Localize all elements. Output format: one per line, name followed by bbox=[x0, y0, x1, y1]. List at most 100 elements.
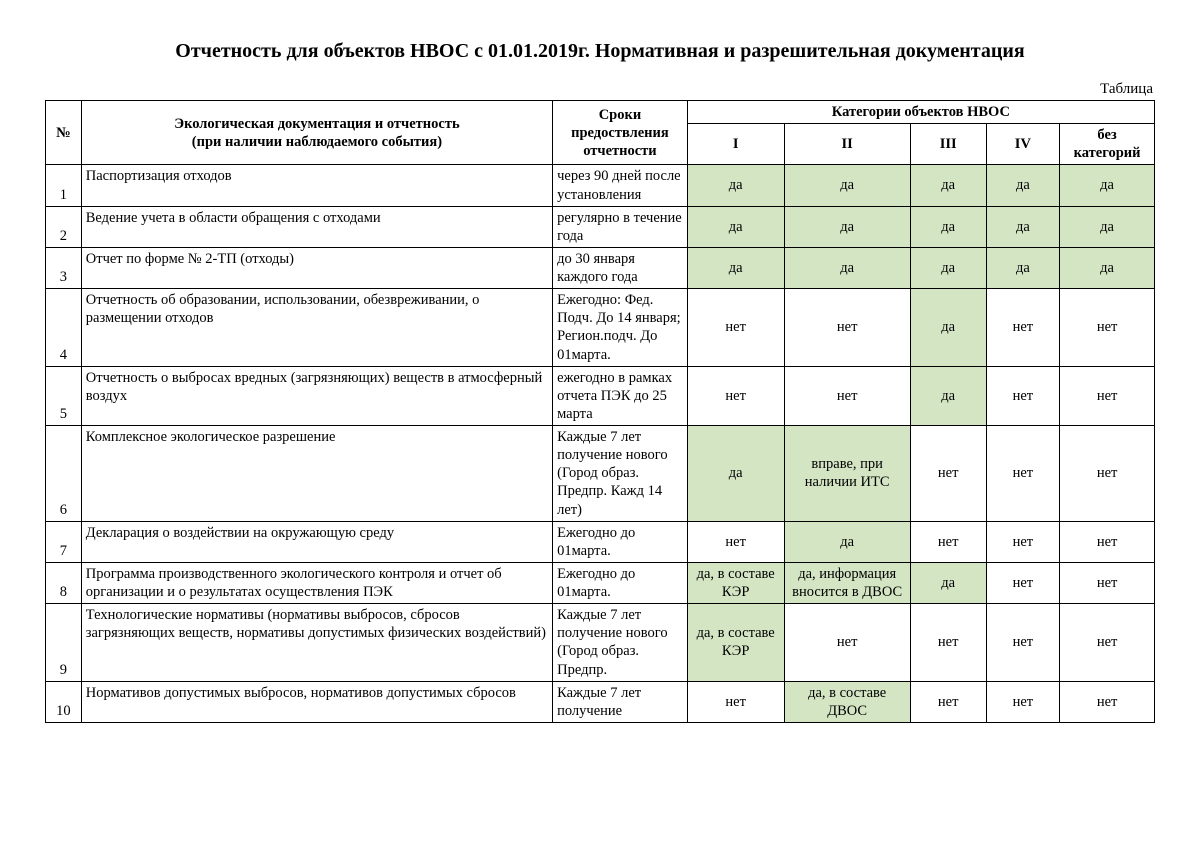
row-number: 4 bbox=[46, 289, 82, 367]
col-header-number: № bbox=[46, 101, 82, 165]
row-number: 3 bbox=[46, 247, 82, 288]
row-number: 2 bbox=[46, 206, 82, 247]
row-deadline: Каждые 7 лет получение нового (Город обр… bbox=[553, 426, 688, 522]
row-deadline: ежегодно в рамках отчета ПЭК до 25 марта bbox=[553, 366, 688, 425]
category-cell: нет bbox=[784, 604, 910, 682]
category-cell: нет bbox=[910, 604, 986, 682]
category-cell: нет bbox=[1060, 521, 1155, 562]
row-description: Ведение учета в области обращения с отхо… bbox=[81, 206, 552, 247]
row-deadline: Ежегодно до 01марта. bbox=[553, 521, 688, 562]
category-cell: нет bbox=[986, 562, 1060, 603]
row-number: 9 bbox=[46, 604, 82, 682]
category-cell: да bbox=[986, 247, 1060, 288]
category-cell: да bbox=[1060, 206, 1155, 247]
row-number: 8 bbox=[46, 562, 82, 603]
row-description: Отчетность о выбросах вредных (загрязняю… bbox=[81, 366, 552, 425]
category-cell: нет bbox=[910, 681, 986, 722]
row-deadline: до 30 января каждого года bbox=[553, 247, 688, 288]
row-number: 6 bbox=[46, 426, 82, 522]
table-row: 9Технологические нормативы (нормативы вы… bbox=[46, 604, 1155, 682]
row-description: Программа производственного экологическо… bbox=[81, 562, 552, 603]
category-cell: нет bbox=[1060, 604, 1155, 682]
report-table: № Экологическая документация и отчетност… bbox=[45, 100, 1155, 723]
category-cell: нет bbox=[1060, 562, 1155, 603]
category-cell: да bbox=[910, 165, 986, 206]
category-cell: да bbox=[910, 206, 986, 247]
category-cell: нет bbox=[910, 426, 986, 522]
col-header-cat-2: II bbox=[784, 124, 910, 165]
table-row: 4Отчетность об образовании, использовани… bbox=[46, 289, 1155, 367]
row-description: Отчетность об образовании, использовании… bbox=[81, 289, 552, 367]
col-header-cat-3: III bbox=[910, 124, 986, 165]
category-cell: да bbox=[784, 165, 910, 206]
row-description: Декларация о воздействии на окружающую с… bbox=[81, 521, 552, 562]
category-cell: да bbox=[910, 562, 986, 603]
table-row: 2Ведение учета в области обращения с отх… bbox=[46, 206, 1155, 247]
row-description: Технологические нормативы (нормативы выб… bbox=[81, 604, 552, 682]
row-number: 10 bbox=[46, 681, 82, 722]
category-cell: нет bbox=[986, 366, 1060, 425]
category-cell: нет bbox=[986, 681, 1060, 722]
page-title: Отчетность для объектов НВОС с 01.01.201… bbox=[45, 40, 1155, 63]
row-description: Комплексное экологическое разрешение bbox=[81, 426, 552, 522]
row-description: Нормативов допустимых выбросов, норматив… bbox=[81, 681, 552, 722]
category-cell: да bbox=[687, 165, 784, 206]
category-cell: нет bbox=[1060, 426, 1155, 522]
category-cell: нет bbox=[687, 681, 784, 722]
category-cell: да bbox=[910, 289, 986, 367]
row-deadline: регулярно в течение года bbox=[553, 206, 688, 247]
category-cell: да bbox=[986, 206, 1060, 247]
category-cell: да bbox=[1060, 165, 1155, 206]
table-row: 3Отчет по форме № 2-ТП (отходы)до 30 янв… bbox=[46, 247, 1155, 288]
table-caption: Таблица bbox=[45, 81, 1153, 98]
category-cell: да, в составе КЭР bbox=[687, 562, 784, 603]
category-cell: нет bbox=[1060, 366, 1155, 425]
row-number: 1 bbox=[46, 165, 82, 206]
category-cell: да bbox=[687, 247, 784, 288]
category-cell: да bbox=[1060, 247, 1155, 288]
category-cell: нет bbox=[986, 521, 1060, 562]
category-cell: да bbox=[784, 521, 910, 562]
row-deadline: Каждые 7 лет получение нового (Город обр… bbox=[553, 604, 688, 682]
category-cell: нет bbox=[687, 366, 784, 425]
category-cell: да, информация вносится в ДВОС bbox=[784, 562, 910, 603]
row-deadline: Ежегодно до 01марта. bbox=[553, 562, 688, 603]
category-cell: да, в составе ДВОС bbox=[784, 681, 910, 722]
table-row: 1Паспортизация отходовчерез 90 дней посл… bbox=[46, 165, 1155, 206]
row-description: Паспортизация отходов bbox=[81, 165, 552, 206]
category-cell: нет bbox=[687, 521, 784, 562]
category-cell: да, в составе КЭР bbox=[687, 604, 784, 682]
category-cell: да bbox=[687, 206, 784, 247]
category-cell: нет bbox=[910, 521, 986, 562]
category-cell: нет bbox=[1060, 681, 1155, 722]
table-row: 5Отчетность о выбросах вредных (загрязня… bbox=[46, 366, 1155, 425]
category-cell: нет bbox=[1060, 289, 1155, 367]
row-description: Отчет по форме № 2-ТП (отходы) bbox=[81, 247, 552, 288]
row-deadline: Ежегодно: Фед. Подч. До 14 января; Регио… bbox=[553, 289, 688, 367]
col-header-deadline: Сроки предоствления отчетности bbox=[553, 101, 688, 165]
category-cell: да bbox=[910, 247, 986, 288]
category-cell: да bbox=[687, 426, 784, 522]
category-cell: да bbox=[784, 206, 910, 247]
row-deadline: через 90 дней после установления bbox=[553, 165, 688, 206]
category-cell: нет bbox=[784, 289, 910, 367]
table-row: 6Комплексное экологическое разрешениеКаж… bbox=[46, 426, 1155, 522]
row-deadline: Каждые 7 лет получение bbox=[553, 681, 688, 722]
category-cell: нет bbox=[687, 289, 784, 367]
table-row: 10Нормативов допустимых выбросов, нормат… bbox=[46, 681, 1155, 722]
col-header-description: Экологическая документация и отчетность … bbox=[81, 101, 552, 165]
col-header-cat-5: без категорий bbox=[1060, 124, 1155, 165]
category-cell: вправе, при наличии ИТС bbox=[784, 426, 910, 522]
col-header-cat-1: I bbox=[687, 124, 784, 165]
category-cell: да bbox=[784, 247, 910, 288]
category-cell: нет bbox=[986, 426, 1060, 522]
table-row: 8Программа производственного экологическ… bbox=[46, 562, 1155, 603]
col-header-categories-group: Категории объектов НВОС bbox=[687, 101, 1154, 124]
col-header-cat-4: IV bbox=[986, 124, 1060, 165]
category-cell: нет bbox=[986, 289, 1060, 367]
category-cell: да bbox=[910, 366, 986, 425]
table-row: 7Декларация о воздействии на окружающую … bbox=[46, 521, 1155, 562]
category-cell: нет bbox=[784, 366, 910, 425]
row-number: 7 bbox=[46, 521, 82, 562]
category-cell: нет bbox=[986, 604, 1060, 682]
